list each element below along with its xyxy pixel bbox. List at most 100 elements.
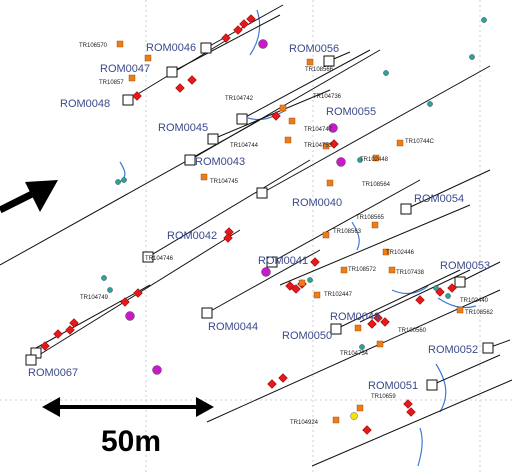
direction-arrow-icon [0,180,58,214]
drillhole-trace [127,37,231,101]
tr-label: TR108563 [333,229,362,235]
tr-label: TR104736 [313,94,342,100]
rom-label: ROM0045 [158,122,208,134]
teal-sample-marker [107,287,113,293]
collar-square [200,42,212,54]
rom-label: ROM0049 [330,311,380,323]
stream-line [435,363,447,413]
red-sample-marker [40,341,50,351]
tr-label: TR10744C [405,139,435,145]
orange-sample-marker [200,173,208,181]
red-sample-marker [373,313,383,323]
stream-line [437,297,477,309]
orange-sample-marker [284,136,292,144]
teal-sample-marker [357,157,363,163]
collar-square [207,133,219,145]
red-sample-marker [267,379,277,389]
rom-labels: ROM0046 ROM0047 ROM0048 ROM0056 ROM0045 ROM00… [28,42,490,392]
red-sample-marker [175,83,185,93]
rom-label: ROM0056 [289,43,339,55]
magenta-sample-marker [261,267,271,277]
teal-sample-marker [101,275,107,281]
drillhole-trace [279,204,471,286]
red-sample-marker [380,317,390,327]
drillhole-trace [335,269,461,330]
tr-label: TR102440 [460,298,489,304]
drillhole-trace [35,284,151,349]
orange-sample-marker [279,104,287,112]
teal-sample-marker [427,101,433,107]
magenta-sample-marker [258,39,268,49]
tr-label: TR102448 [360,157,389,163]
magenta-sample-marker [152,365,162,375]
red-sample-marker [221,33,231,43]
drillhole-trace [261,65,491,194]
orange-sample-marker [456,306,464,314]
orange-sample-marker [376,340,384,348]
orange-sample-marker [322,142,330,150]
magenta-sample-marker [336,157,346,167]
orange-sample-marker [144,54,152,62]
collar-square [323,55,335,67]
tr-label: TR108565 [356,215,385,221]
tr-label: TR10659 [371,394,396,400]
tr-label: TR107438 [396,270,425,276]
red-sample-marker [278,373,288,383]
teal-sample-marker [359,344,365,350]
collar-square [122,94,134,106]
tr-label: TR104742 [225,96,254,102]
orange-sample-marker [116,40,124,48]
stream-line [249,9,261,56]
rom-label: ROM0052 [428,344,478,356]
teal-sample-marker [115,179,121,185]
tr-label: TR108566 [305,67,334,73]
teal-sample-marker [307,277,313,283]
red-sample-marker [69,318,79,328]
rom-label: ROM0046 [146,42,196,54]
collar-square [166,66,178,78]
red-sample-marker [53,329,63,339]
tr-label: TR106570 [79,43,108,49]
rom-label: ROM0047 [100,63,150,75]
drillhole-trace [311,379,513,467]
orange-sample-marker [322,231,330,239]
tr-label: TR104749 [80,295,109,301]
tr-label: TR104753 [304,143,333,149]
teal-sample-marker [121,177,127,183]
double-arrow-icon [42,397,214,417]
red-sample-marker [406,407,416,417]
red-sample-marker [291,284,301,294]
orange-sample-marker [128,74,136,82]
drillhole-trace [147,159,311,258]
rom-label: ROM0067 [28,367,78,379]
collar-square [266,256,278,268]
red-sample-marker [246,14,256,24]
orange-sample-marker [298,279,306,287]
tr-label: TR104924 [290,420,319,426]
scale-bar-label: 50m [101,425,161,458]
collar-square [236,113,248,125]
collar-square [256,187,268,199]
collar-square [330,323,342,335]
drillhole-trace [431,354,501,386]
red-sample-marker [223,233,233,243]
red-sample-marker [132,91,142,101]
drillhole-trace [405,169,491,210]
orange-sample-marker [371,221,379,229]
orange-sample-marker [332,416,340,424]
stream-line [417,427,423,467]
tr-labels: TR106570 TR10857 TR108566 TR104742 TR104736 T… [79,43,494,426]
drillhole-traces [0,4,513,467]
tr-label: TR104745 [210,179,239,185]
teal-sample-marker [469,54,475,60]
red-sample-marker [447,283,457,293]
stream-line [247,109,287,121]
tr-label: TR104744 [230,143,259,149]
teal-sample-marker [445,293,451,299]
red-sample-marker [362,425,372,435]
rom-label: ROM0053 [440,260,490,272]
collar-square [454,276,466,288]
drillhole-trace [206,289,501,423]
tr-label: TR108572 [348,267,377,273]
collar-square [201,307,213,319]
